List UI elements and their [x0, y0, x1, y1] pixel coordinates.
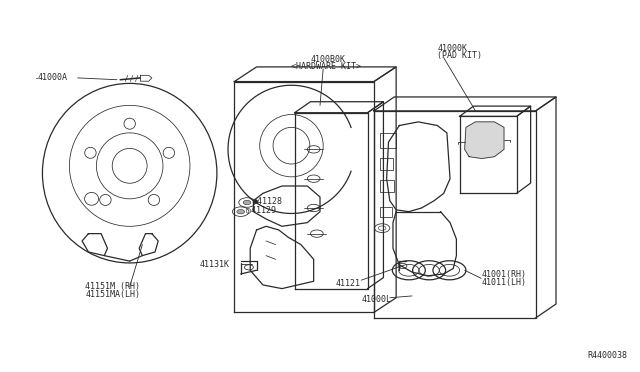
- Bar: [380, 133, 396, 148]
- Text: 41000L: 41000L: [361, 295, 391, 304]
- Bar: [380, 180, 394, 192]
- Text: 41121: 41121: [336, 279, 361, 288]
- Circle shape: [237, 209, 244, 214]
- Text: ○41129: ○41129: [246, 205, 276, 214]
- Bar: [380, 206, 392, 217]
- Polygon shape: [465, 122, 504, 158]
- Text: 41151MA(LH): 41151MA(LH): [85, 289, 140, 299]
- Text: (PAD KIT): (PAD KIT): [437, 51, 483, 60]
- Text: 41151M (RH): 41151M (RH): [85, 282, 140, 291]
- Text: 41000K: 41000K: [437, 44, 467, 53]
- Text: 41131K: 41131K: [200, 260, 230, 269]
- Text: 4100B0K: 4100B0K: [310, 55, 346, 64]
- Text: 41000A: 41000A: [38, 73, 68, 83]
- Text: <HARDWARE KIT>: <HARDWARE KIT>: [291, 62, 362, 71]
- Circle shape: [243, 200, 251, 205]
- Text: ●41128: ●41128: [253, 197, 284, 206]
- Text: 41001(RH): 41001(RH): [482, 270, 527, 279]
- Bar: [380, 158, 393, 170]
- Text: 41011(LH): 41011(LH): [482, 278, 527, 286]
- Text: R4400038: R4400038: [588, 351, 628, 360]
